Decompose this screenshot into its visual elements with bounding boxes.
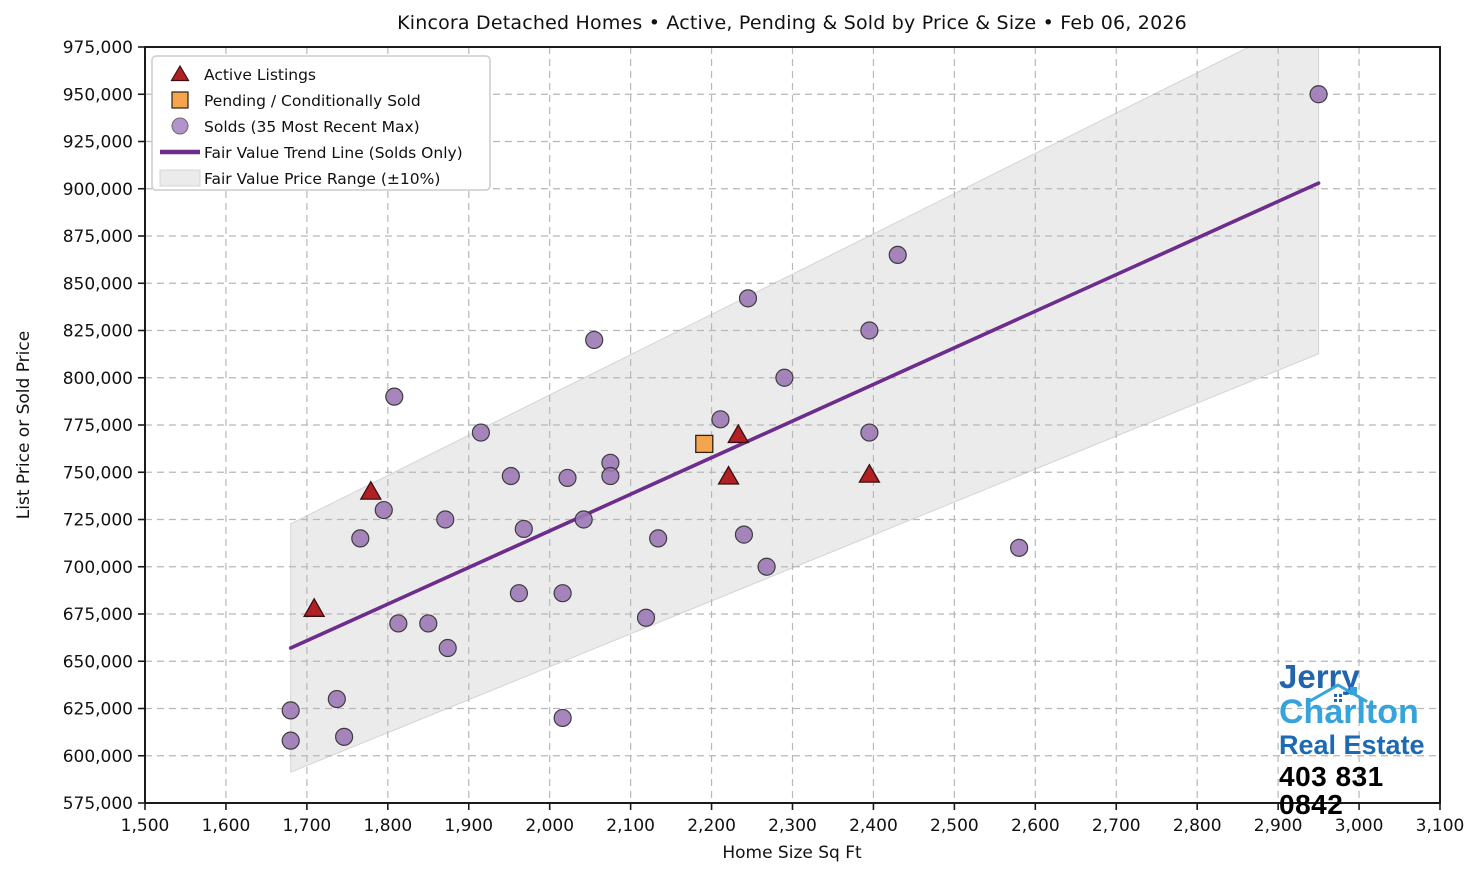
sold-point (501, 466, 520, 486)
page-title: Kincora Detached Homes • Active, Pending… (397, 12, 1187, 34)
legend-box (151, 55, 491, 191)
x-tick-label: 2,500 (930, 816, 979, 836)
sold-point (471, 423, 490, 442)
sold-point (860, 423, 879, 442)
fair-value-trend-line (288, 181, 1321, 650)
active-point (717, 465, 740, 485)
legend-pending-icon (171, 91, 189, 109)
y-tick-label: 925,000 (63, 133, 133, 153)
sold-point (558, 468, 577, 488)
x-tick-label: 2,600 (1011, 816, 1060, 836)
y-tick-label: 675,000 (63, 605, 133, 625)
legend-label: Fair Value Price Range (±10%) (204, 170, 440, 188)
sold-point (860, 321, 879, 340)
sold-point (585, 330, 604, 350)
x-tick-label: 1,500 (121, 816, 170, 836)
active-point (727, 423, 750, 444)
x-tick-label: 2,900 (1254, 816, 1303, 836)
x-axis-label: Home Size Sq Ft (722, 843, 862, 863)
sold-point (601, 466, 620, 486)
legend-label: Solds (35 Most Recent Max) (204, 118, 420, 136)
x-tick-label: 3,100 (1416, 816, 1465, 836)
sold-point (385, 387, 404, 406)
y-tick-label: 650,000 (63, 652, 133, 672)
x-tick-label: 2,200 (687, 816, 736, 836)
sold-point (351, 529, 370, 548)
sold-point (775, 368, 794, 387)
sold-point (281, 701, 300, 720)
y-tick-label: 900,000 (63, 180, 133, 200)
sold-point (636, 608, 656, 627)
sold-point (374, 500, 393, 520)
sold-point (757, 557, 776, 576)
x-tick-label: 2,300 (768, 816, 817, 836)
logo-line-jerry: Jerry (1279, 658, 1360, 695)
y-tick-label: 750,000 (63, 463, 133, 483)
sold-point (327, 689, 346, 709)
y-tick-label: 575,000 (63, 794, 133, 814)
y-tick-label: 725,000 (63, 511, 133, 531)
x-tick-label: 3,000 (1335, 816, 1384, 836)
sold-point (649, 529, 668, 548)
sold-point (281, 731, 300, 750)
y-tick-label: 625,000 (63, 700, 133, 720)
sold-point (436, 510, 455, 529)
x-tick-label: 1,900 (444, 816, 493, 836)
sold-point (738, 289, 758, 308)
active-point (359, 480, 382, 500)
x-tick-label: 2,800 (1173, 816, 1222, 836)
logo-line-charlton: Charlton (1279, 693, 1419, 731)
legend-label: Fair Value Trend Line (Solds Only) (204, 144, 463, 162)
y-tick-label: 875,000 (63, 227, 133, 247)
x-tick-label: 1,700 (283, 816, 332, 836)
y-tick-label: 850,000 (63, 274, 133, 294)
y-tick-label: 950,000 (63, 85, 133, 105)
y-tick-label: 700,000 (63, 558, 133, 578)
y-tick-label: 975,000 (63, 38, 133, 58)
sold-point (438, 638, 457, 658)
sold-point (1309, 85, 1328, 104)
x-tick-label: 1,800 (363, 816, 412, 836)
sold-point (734, 525, 754, 544)
sold-point (514, 519, 533, 539)
y-tick-label: 600,000 (63, 747, 133, 767)
x-tick-label: 2,000 (525, 816, 574, 836)
legend-active-icon (170, 64, 190, 82)
sold-point (711, 410, 730, 429)
sold-point (888, 245, 907, 264)
pending-point (695, 434, 714, 454)
y-tick-label: 775,000 (63, 416, 133, 436)
sold-point (389, 614, 408, 633)
x-tick-label: 2,400 (849, 816, 898, 836)
sold-point (509, 584, 529, 603)
legend-label: Active Listings (204, 66, 316, 84)
legend-sold-icon (171, 117, 189, 135)
y-tick-label: 825,000 (63, 322, 133, 342)
legend-label: Pending / Conditionally Sold (204, 92, 421, 110)
x-tick-label: 1,600 (202, 816, 251, 836)
logo-phone-number: 403 831 0842 (1279, 761, 1384, 820)
brand-logo: Jerry Charlton Real Estate 403 831 0842 (1279, 660, 1429, 819)
x-tick-label: 2,700 (1092, 816, 1141, 836)
house-roof-icon (1308, 683, 1368, 703)
sold-point (335, 727, 354, 746)
sold-point (553, 584, 572, 603)
y-axis-label: List Price or Sold Price (14, 330, 34, 520)
sold-point (553, 708, 572, 728)
logo-line-realestate: Real Estate (1279, 730, 1425, 760)
sold-point (419, 614, 438, 633)
y-tick-label: 800,000 (63, 369, 133, 389)
active-point (858, 463, 881, 483)
x-tick-label: 2,100 (606, 816, 655, 836)
legend-band-icon (159, 169, 201, 187)
active-point (303, 597, 326, 617)
sold-point (1010, 538, 1029, 557)
sold-point (574, 510, 593, 529)
